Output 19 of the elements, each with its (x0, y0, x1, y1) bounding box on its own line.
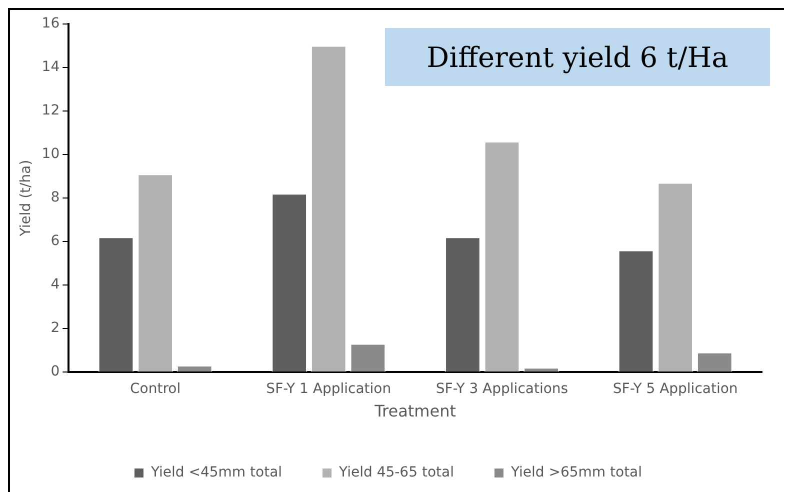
x-tick-label: Control (130, 381, 181, 398)
legend-label: Yield 45-65 total (338, 464, 454, 481)
legend-label: Yield >65mm total (510, 464, 642, 481)
legend-label: Yield <45mm total (150, 464, 282, 481)
y-tick-label: 2 (50, 320, 60, 336)
y-tick-label: 6 (50, 233, 60, 250)
y-tick-label: 16 (42, 16, 60, 32)
y-tick-label: 10 (42, 146, 60, 162)
text: Different yield 6 t/Ha (385, 28, 770, 86)
y-tick-label: 0 (50, 364, 60, 380)
y-tick-label: 14 (42, 59, 60, 76)
x-tick-label: SF-Y 1 Application (266, 381, 392, 398)
y-tick-label: 4 (50, 276, 60, 293)
x-tick-label: SF-Y 5 Application (612, 381, 738, 398)
y-axis-title: Yield (t/ha) (18, 160, 34, 238)
x-axis-title: Treatment (374, 402, 456, 421)
y-tick-label: 12 (42, 102, 60, 119)
x-tick-label: SF-Y 3 Applications (436, 381, 568, 398)
y-tick-label: 8 (50, 190, 60, 206)
